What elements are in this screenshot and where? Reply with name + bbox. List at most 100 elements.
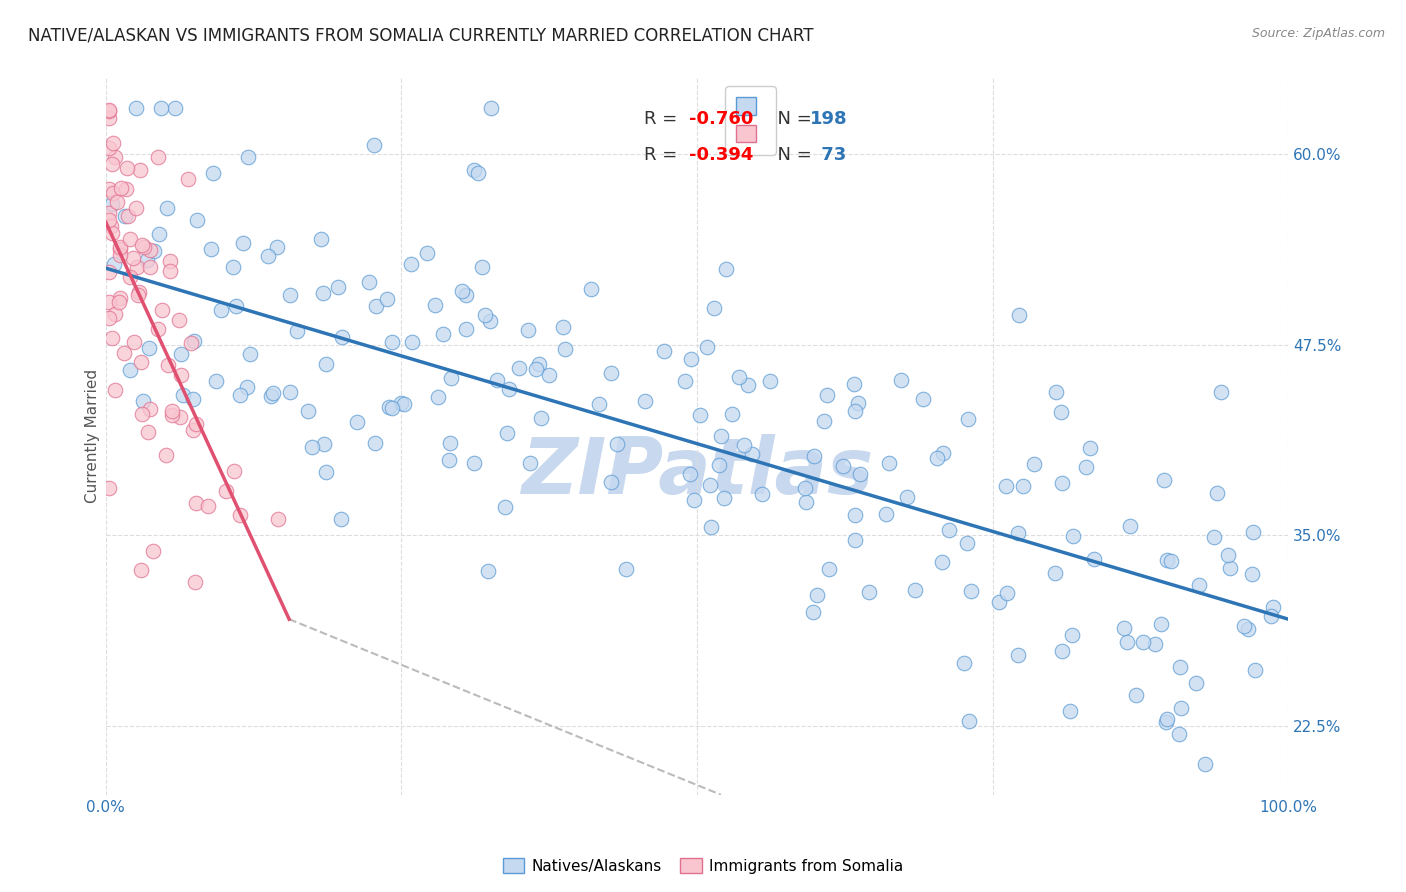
Point — [957, 714, 980, 728]
Point — [1241, 566, 1264, 581]
Point — [858, 585, 880, 599]
Point — [960, 584, 983, 599]
Point — [101, 196, 124, 211]
Point — [131, 237, 153, 252]
Point — [180, 336, 202, 351]
Point — [1188, 578, 1211, 592]
Point — [160, 408, 183, 422]
Point — [201, 166, 224, 180]
Point — [1049, 405, 1071, 419]
Point — [1011, 479, 1033, 493]
Point — [177, 172, 200, 186]
Point — [215, 483, 238, 498]
Point — [956, 411, 979, 425]
Point — [108, 240, 131, 254]
Point — [108, 242, 131, 256]
Point — [479, 101, 502, 115]
Point — [229, 508, 252, 522]
Point — [848, 395, 870, 409]
Point — [160, 404, 183, 418]
Point — [741, 447, 763, 461]
Text: 198: 198 — [810, 110, 846, 128]
Point — [1043, 566, 1066, 580]
Point — [844, 533, 866, 547]
Point — [1007, 648, 1029, 662]
Point — [156, 359, 179, 373]
Point — [1045, 385, 1067, 400]
Point — [911, 392, 934, 406]
Point — [606, 436, 628, 450]
Point — [129, 563, 152, 577]
Point — [326, 280, 349, 294]
Point — [122, 334, 145, 349]
Point — [1132, 634, 1154, 648]
Point — [197, 499, 219, 513]
Point — [285, 324, 308, 338]
Point — [131, 407, 153, 421]
Point — [117, 209, 139, 223]
Point — [125, 202, 148, 216]
Point — [169, 410, 191, 425]
Point — [844, 403, 866, 417]
Point — [149, 101, 172, 115]
Point — [1125, 688, 1147, 702]
Point — [186, 417, 208, 431]
Point — [1241, 525, 1264, 540]
Point — [614, 562, 637, 576]
Point — [1154, 714, 1177, 729]
Point — [801, 605, 824, 619]
Point — [432, 326, 454, 341]
Point — [832, 458, 855, 473]
Point — [257, 249, 280, 263]
Text: N =: N = — [766, 145, 817, 163]
Point — [1156, 713, 1178, 727]
Point — [159, 263, 181, 277]
Point — [159, 253, 181, 268]
Point — [101, 157, 124, 171]
Text: -0.394: -0.394 — [689, 145, 754, 163]
Point — [479, 314, 502, 328]
Point — [516, 323, 538, 337]
Point — [806, 588, 828, 602]
Point — [463, 162, 485, 177]
Point — [232, 235, 254, 250]
Point — [183, 334, 205, 349]
Point — [716, 261, 738, 276]
Point — [1205, 486, 1227, 500]
Point — [139, 260, 162, 274]
Point — [127, 287, 149, 301]
Point — [101, 136, 124, 150]
Point — [366, 298, 388, 312]
Point — [932, 446, 955, 460]
Point — [205, 374, 228, 388]
Point — [186, 496, 208, 510]
Point — [112, 346, 135, 360]
Point — [183, 392, 205, 406]
Point — [98, 265, 121, 279]
Point — [1078, 441, 1101, 455]
Point — [1074, 459, 1097, 474]
Point — [519, 456, 541, 470]
Point — [315, 465, 337, 479]
Point — [301, 440, 323, 454]
Point — [450, 285, 472, 299]
Point — [709, 458, 731, 472]
Point — [953, 657, 976, 671]
Point — [1144, 637, 1167, 651]
Point — [266, 240, 288, 254]
Point — [131, 354, 153, 368]
Point — [100, 219, 122, 234]
Point — [104, 150, 127, 164]
Point — [634, 394, 657, 409]
Point — [186, 213, 208, 227]
Point — [995, 586, 1018, 600]
Point — [118, 269, 141, 284]
Point — [875, 507, 897, 521]
Point — [1119, 519, 1142, 533]
Point — [98, 112, 121, 126]
Point — [956, 536, 979, 550]
Point — [381, 334, 404, 349]
Point — [98, 103, 121, 118]
Point — [842, 376, 865, 391]
Point — [329, 512, 352, 526]
